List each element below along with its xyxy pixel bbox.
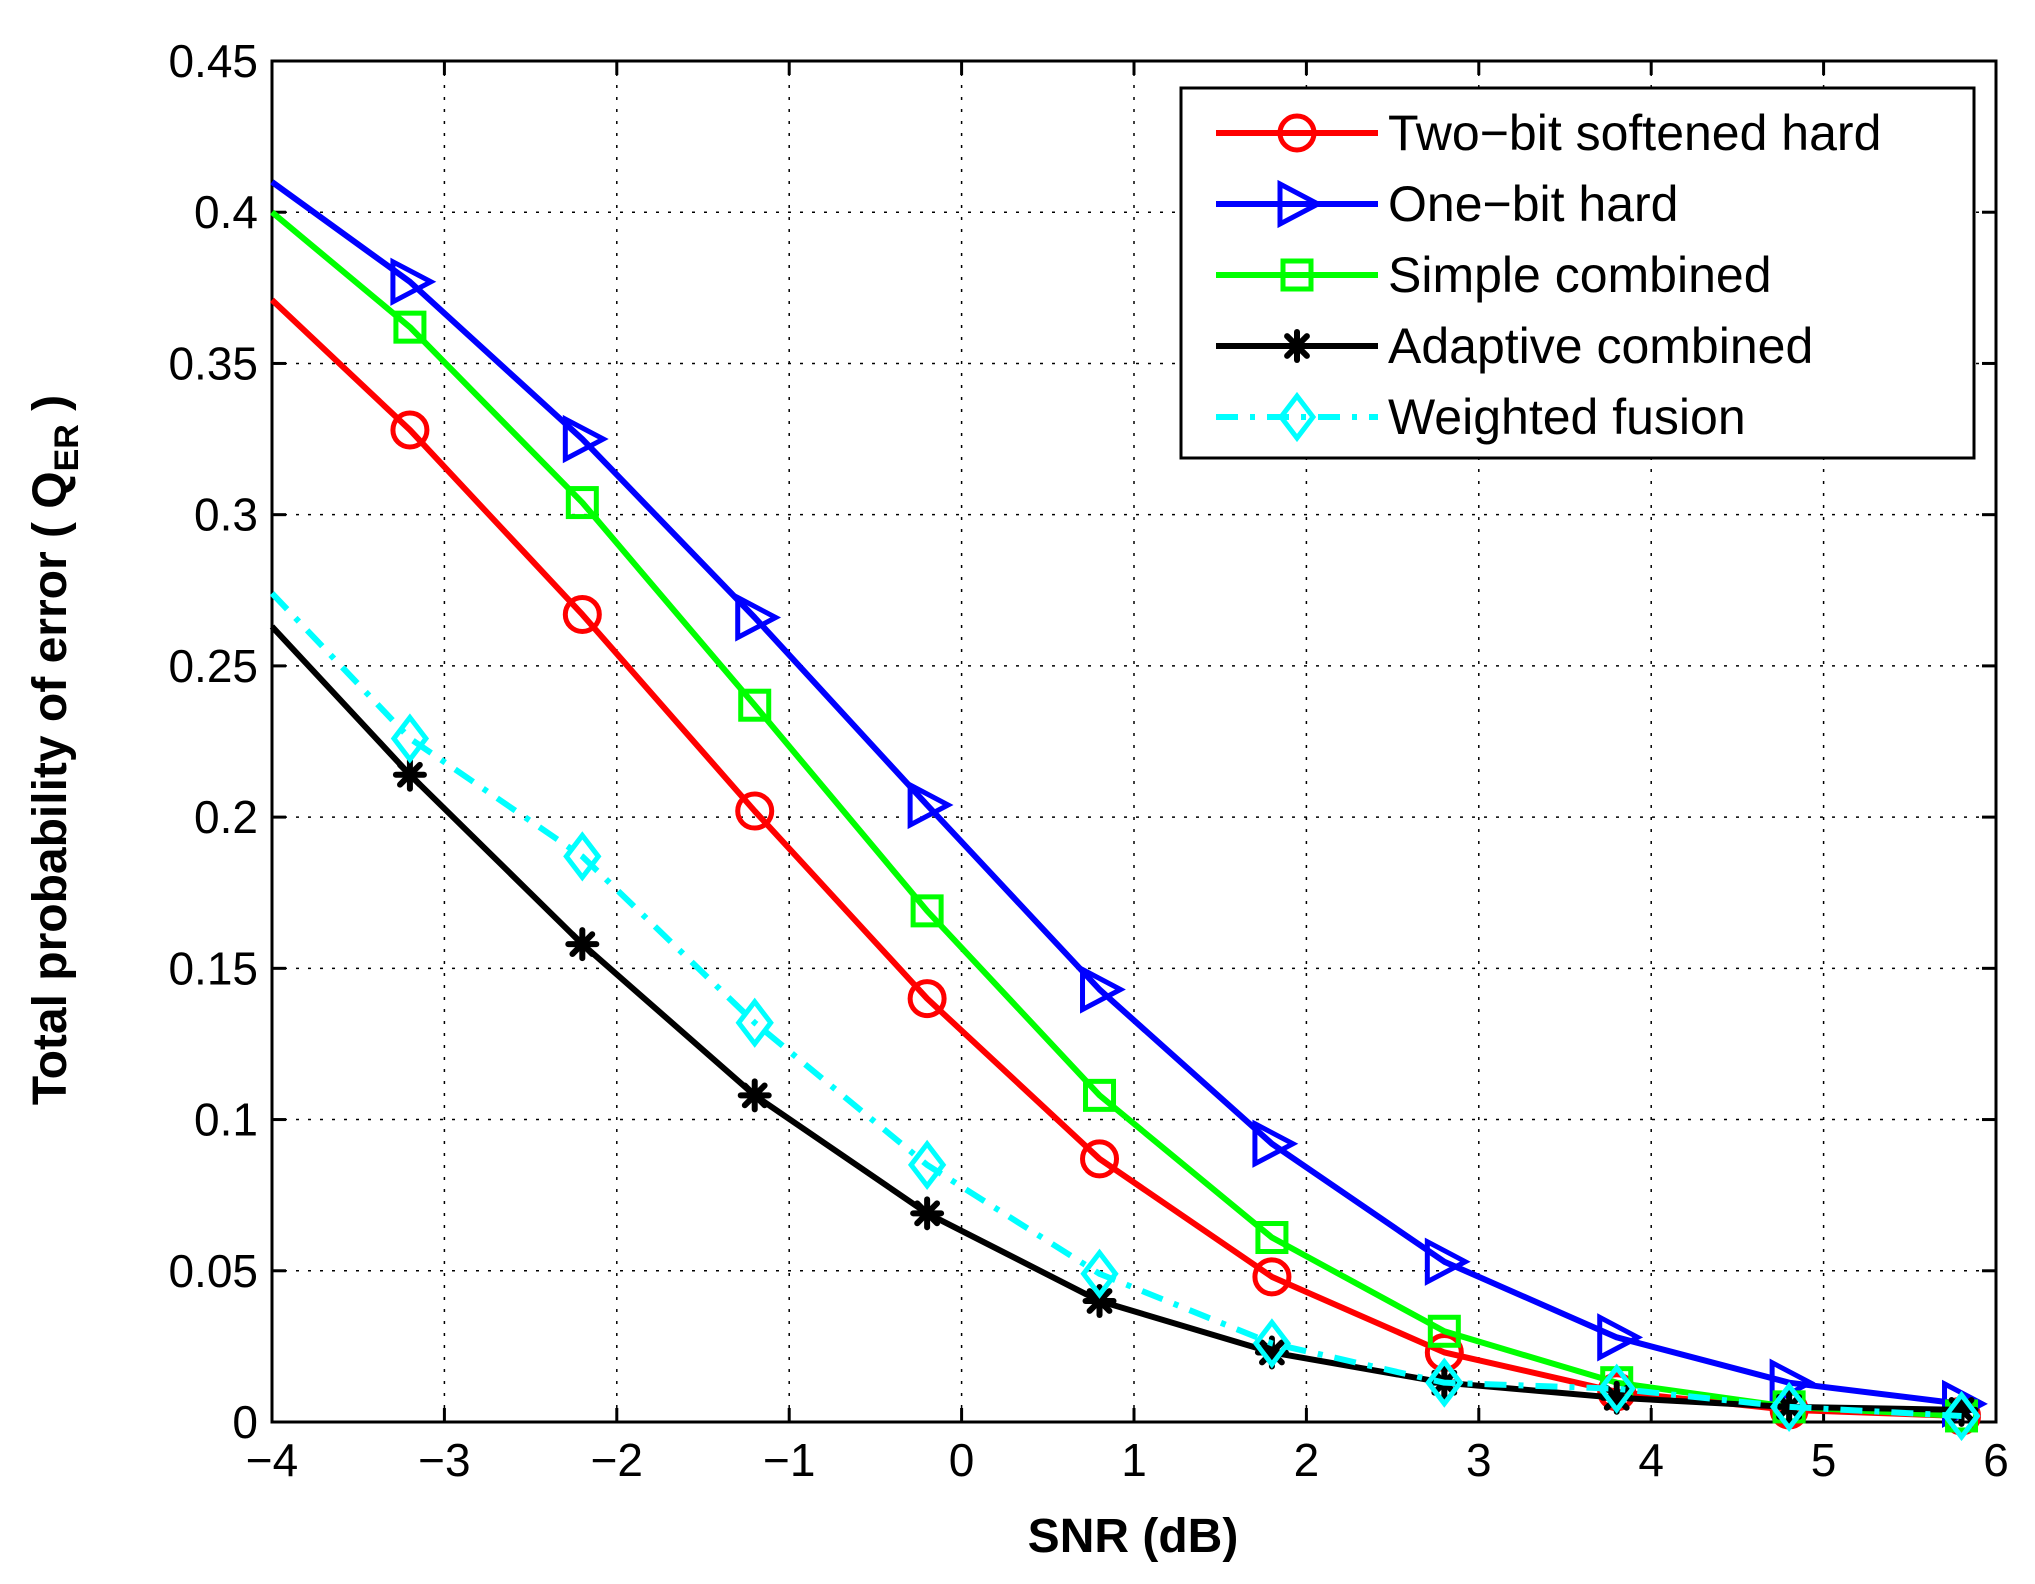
data-point-asterisk [565,927,600,962]
x-tick-label: −1 [763,1434,815,1486]
data-point-square [565,486,599,520]
y-tick-label: 0.25 [168,640,258,692]
legend-item: Adaptive combined [1216,318,1813,374]
data-point-triangle [1080,965,1126,1014]
series-line [269,297,1962,1419]
legend: Two−bit softened hard One−bit hard Simple … [1179,86,1976,460]
y-tick-label: 0.1 [194,1094,258,1146]
data-point-circle [735,791,775,831]
legend-item: One−bit hard [1216,176,1678,232]
x-tick-label: −4 [246,1434,298,1486]
asterisk-stroke [1086,1288,1113,1314]
data-point-circle [907,979,947,1019]
data-point-diamond [1769,1381,1809,1433]
data-point-square [1083,1078,1117,1112]
data-point-circle [1080,1139,1120,1179]
data-point-asterisk [392,757,427,792]
asterisk-stroke [1776,1393,1803,1420]
tick-labels: −4 −3 −2 −1 0 1 2 3 4 5 6 0 0.05 0.1 0.15 0.2 0.25 0.3 0.3… [168,35,2008,1486]
asterisk-stroke [569,931,596,958]
data-point-asterisk [737,1078,772,1113]
y-axis-title: Total probability of error ( QER ) [24,395,86,1105]
y-axis-title-suffix: ) [24,395,77,424]
legend-label: Weighted fusion [1388,389,1746,445]
data-point-asterisk [1280,329,1314,363]
y-tick-label: 0.45 [168,35,258,87]
data-point-square [910,894,944,928]
data-point-square [738,688,772,722]
y-tick-label: 0.15 [168,942,258,994]
x-tick-label: 2 [1294,1434,1320,1486]
asterisk-stroke [741,1082,768,1109]
data-point-diamond [735,997,774,1048]
x-axis-title: SNR (dB) [1028,1510,1239,1563]
series-line [270,209,1962,1419]
data-point-triangle [735,593,782,642]
legend-label: Simple combined [1388,247,1772,303]
data-point-diamond [563,831,602,882]
data-point-square [1427,1314,1461,1348]
y-tick-label: 0.3 [194,489,258,541]
series-line [269,591,1962,1419]
data-point-diamond [1080,1248,1119,1299]
y-tick-label: 0.2 [194,791,258,843]
data-point-triangle [1277,179,1324,229]
asterisk-stroke [914,1200,941,1227]
legend-label: Two−bit softened hard [1388,105,1881,161]
data-point-triangle [1252,1119,1299,1168]
legend-label: Adaptive combined [1388,318,1813,374]
data-point-circle [1277,113,1317,153]
x-tick-label: 4 [1638,1434,1664,1486]
data-point-diamond [390,713,430,764]
legend-item: Weighted fusion [1216,389,1746,445]
data-point-triangle [562,414,609,464]
asterisk-stroke [397,761,423,788]
series-weighted-fusion [269,591,1981,1442]
x-tick-label: −3 [418,1434,470,1486]
data-point-diamond [1252,1318,1292,1369]
data-point-diamond [1597,1363,1636,1414]
y-tick-label: 0 [232,1396,258,1448]
y-tick-label: 0.05 [168,1245,258,1297]
y-axis-title-main: Total probability of error ( Q [24,471,77,1105]
data-point-circle [1252,1257,1292,1297]
x-tick-label: 3 [1466,1434,1492,1486]
legend-item: Two−bit softened hard [1216,105,1881,161]
data-point-diamond [1942,1390,1981,1442]
data-point-diamond [907,1139,947,1191]
y-tick-label: 0.4 [194,186,258,238]
data-point-square [1280,258,1314,292]
y-axis-title-subscript: ER [48,424,86,471]
series-line [270,179,1962,1407]
data-point-square [393,310,427,344]
legend-label: One−bit hard [1388,176,1678,232]
data-point-asterisk [910,1196,945,1231]
data-point-triangle [1597,1313,1644,1362]
axes [270,59,1998,1424]
data-point-triangle [1424,1237,1471,1286]
data-point-triangle [390,257,437,306]
legend-item: Simple combined [1216,247,1772,303]
asterisk-stroke [1284,333,1310,359]
data-point-circle [562,594,602,634]
x-tick-label: 5 [1811,1434,1837,1486]
y-tick-label: 0.35 [168,337,258,389]
x-tick-label: 6 [1983,1434,2009,1486]
data-point-asterisk [1082,1284,1117,1319]
data-point-diamond [1277,391,1317,443]
plot-series [269,179,1988,1442]
x-tick-label: 0 [949,1434,975,1486]
x-tick-label: 1 [1121,1434,1147,1486]
data-point-triangle [907,780,954,830]
data-point-diamond [1425,1357,1464,1408]
x-tick-label: −2 [591,1434,643,1486]
data-point-circle [390,410,430,450]
data-point-square [1255,1221,1289,1255]
